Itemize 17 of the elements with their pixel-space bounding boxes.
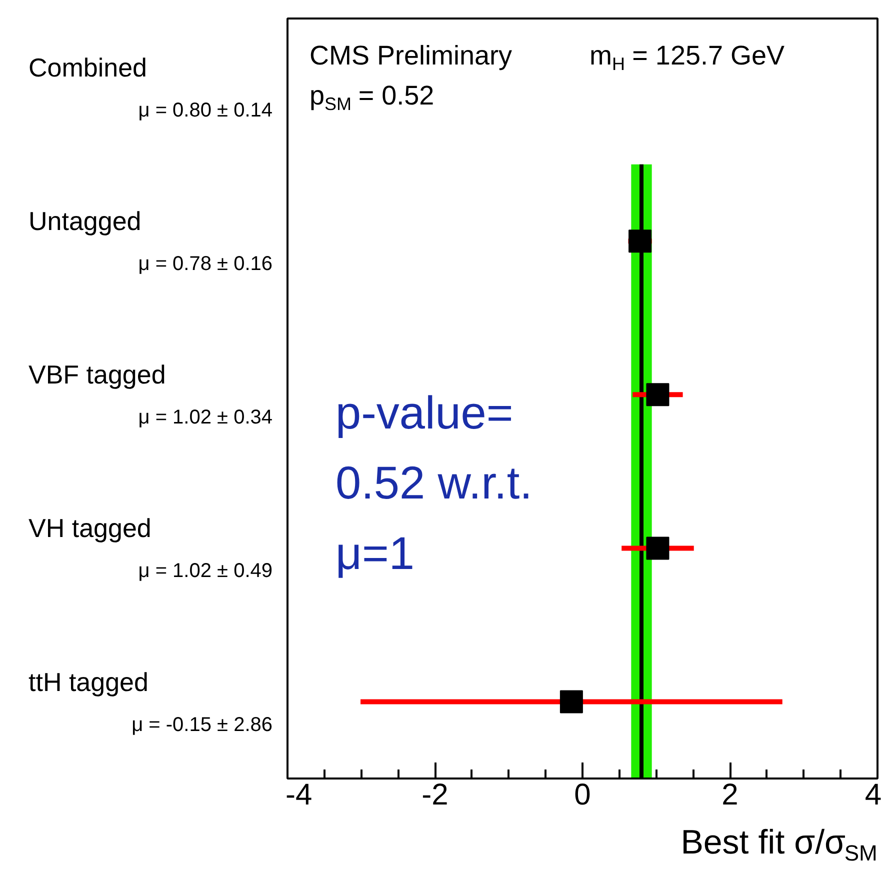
x-tick-label: -4 [286,778,312,812]
text: μ = 0.80 ± 0.14 [138,100,273,122]
y-tick-label: VBF tagged [28,360,166,390]
x-tick-label: -2 [422,778,448,812]
annotation: CMS Preliminary [310,40,513,70]
data-label: μ = 1.02 ± 0.34 [138,406,273,429]
data-label: μ = 1.02 ± 0.49 [138,560,273,582]
y-tick-label: VH tagged [28,513,152,544]
y-tick-label: Combined [28,52,148,83]
y-tick-label: Untagged [28,206,142,236]
x-tick-label: 4 [864,778,881,812]
x-tick-label: 2 [722,778,738,812]
annotation: p-value= 0.52 w.r.t. μ=1 [336,386,532,579]
data-label: μ = 0.78 ± 0.16 [138,253,273,276]
x-tick-label: 0 [574,778,591,812]
y-tick-label: ttH tagged [28,666,148,697]
data-label: μ = -0.15 ± 2.86 [132,714,273,736]
